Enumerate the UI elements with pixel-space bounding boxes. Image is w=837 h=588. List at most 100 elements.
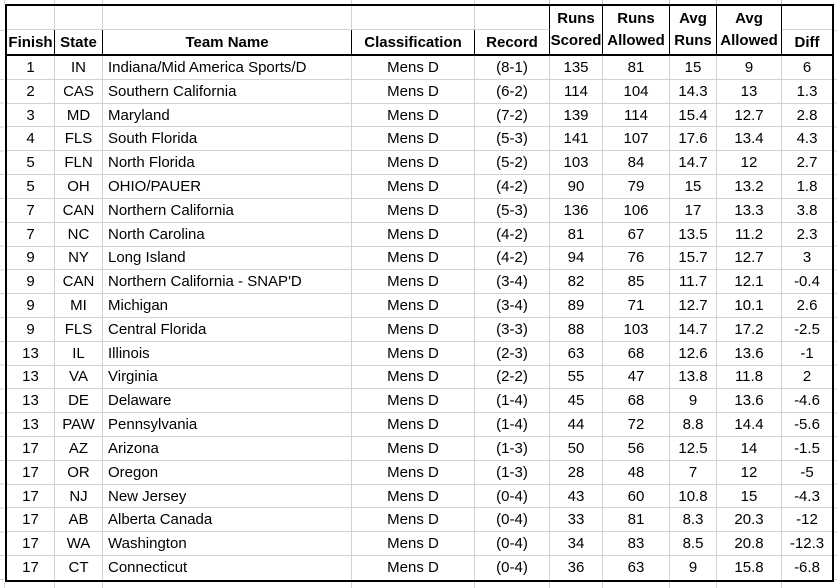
header-finish-top-blank[interactable] [7,6,55,30]
cell-avg-runs[interactable]: 12.5 [670,437,717,461]
cell-runs-allowed[interactable]: 81 [603,56,670,80]
cell-state[interactable]: DE [55,389,103,414]
header-runs-allowed[interactable]: Runs Allowed [603,6,670,54]
cell-runs-scored[interactable]: 55 [550,365,603,390]
cell-classification[interactable]: Mens D [352,556,475,580]
cell-state[interactable]: MD [55,103,103,128]
cell-runs-scored[interactable]: 81 [550,222,603,247]
header-classification-top-blank[interactable] [352,6,475,30]
cell-team-name[interactable]: Northern California - SNAP'D [103,270,352,295]
cell-diff[interactable]: -12 [782,508,832,533]
cell-state[interactable]: VA [55,365,103,390]
header-avg-allowed[interactable]: Avg Allowed [717,6,782,54]
cell-avg-allowed[interactable]: 12.7 [717,103,782,128]
cell-record[interactable]: (0-4) [475,532,550,557]
cell-team-name[interactable]: Alberta Canada [103,508,352,533]
cell-diff[interactable]: 2.6 [782,294,832,318]
cell-runs-scored[interactable]: 141 [550,127,603,152]
cell-classification[interactable]: Mens D [352,198,475,223]
cell-runs-scored[interactable]: 33 [550,508,603,533]
cell-avg-allowed[interactable]: 12 [717,460,782,485]
cell-runs-allowed[interactable]: 85 [603,270,670,295]
cell-runs-allowed[interactable]: 68 [603,389,670,414]
cell-runs-allowed[interactable]: 79 [603,175,670,199]
cell-classification[interactable]: Mens D [352,151,475,176]
cell-runs-allowed[interactable]: 47 [603,365,670,390]
cell-state[interactable]: CAN [55,270,103,295]
cell-team-name[interactable]: South Florida [103,127,352,152]
cell-avg-allowed[interactable]: 9 [717,56,782,80]
cell-classification[interactable]: Mens D [352,508,475,533]
cell-diff[interactable]: 2 [782,366,832,390]
cell-record[interactable]: (3-3) [475,317,550,342]
cell-diff[interactable]: 1.3 [782,80,832,104]
cell-runs-scored[interactable]: 136 [550,198,603,223]
cell-diff[interactable]: 6 [782,56,832,80]
cell-finish[interactable]: 2 [7,79,55,104]
cell-state[interactable]: CAS [55,79,103,104]
cell-avg-allowed[interactable]: 13.6 [717,389,782,414]
cell-record[interactable]: (5-2) [475,151,550,176]
cell-runs-scored[interactable]: 34 [550,532,603,557]
cell-classification[interactable]: Mens D [352,222,475,247]
cell-team-name[interactable]: Connecticut [103,556,352,580]
cell-state[interactable]: WA [55,532,103,557]
cell-diff[interactable]: 1.8 [782,175,832,199]
cell-avg-allowed[interactable]: 13 [717,79,782,104]
cell-state[interactable]: PAW [55,413,103,437]
cell-finish[interactable]: 5 [7,151,55,176]
cell-state[interactable]: CAN [55,198,103,223]
cell-record[interactable]: (7-2) [475,103,550,128]
cell-avg-runs[interactable]: 8.5 [670,532,717,557]
cell-avg-allowed[interactable]: 14.4 [717,413,782,437]
cell-runs-scored[interactable]: 139 [550,103,603,128]
cell-diff[interactable]: -5 [782,461,832,485]
cell-team-name[interactable]: OHIO/PAUER [103,175,352,199]
cell-record[interactable]: (3-4) [475,270,550,295]
cell-finish[interactable]: 13 [7,341,55,366]
cell-team-name[interactable]: Michigan [103,294,352,318]
header-avg-runs[interactable]: Avg Runs [670,6,717,54]
cell-runs-allowed[interactable]: 67 [603,222,670,247]
cell-team-name[interactable]: Central Florida [103,317,352,342]
cell-state[interactable]: MI [55,294,103,318]
header-finish[interactable]: Finish [7,30,55,54]
cell-runs-scored[interactable]: 45 [550,389,603,414]
cell-runs-allowed[interactable]: 60 [603,484,670,509]
cell-avg-runs[interactable]: 14.7 [670,317,717,342]
cell-avg-allowed[interactable]: 13.2 [717,175,782,199]
cell-avg-runs[interactable]: 13.8 [670,365,717,390]
cell-finish[interactable]: 4 [7,127,55,152]
cell-finish[interactable]: 17 [7,437,55,461]
cell-finish[interactable]: 17 [7,508,55,533]
cell-state[interactable]: NC [55,222,103,247]
header-classification[interactable]: Classification [352,30,475,54]
cell-classification[interactable]: Mens D [352,413,475,437]
cell-record[interactable]: (4-2) [475,246,550,271]
cell-finish[interactable]: 9 [7,317,55,342]
cell-runs-allowed[interactable]: 63 [603,556,670,580]
header-team-name[interactable]: Team Name [103,30,352,54]
cell-runs-scored[interactable]: 88 [550,317,603,342]
cell-avg-runs[interactable]: 8.3 [670,508,717,533]
cell-avg-runs[interactable]: 13.5 [670,222,717,247]
cell-avg-allowed[interactable]: 13.4 [717,127,782,152]
cell-finish[interactable]: 7 [7,222,55,247]
header-record-top-blank[interactable] [475,6,550,30]
cell-diff[interactable]: 4.3 [782,127,832,152]
cell-classification[interactable]: Mens D [352,437,475,461]
cell-state[interactable]: CT [55,556,103,580]
cell-record[interactable]: (0-4) [475,484,550,509]
cell-state[interactable]: IL [55,341,103,366]
cell-avg-allowed[interactable]: 17.2 [717,317,782,342]
cell-team-name[interactable]: North Carolina [103,222,352,247]
cell-avg-runs[interactable]: 14.3 [670,79,717,104]
cell-avg-allowed[interactable]: 15 [717,484,782,509]
cell-state[interactable]: OH [55,175,103,199]
cell-team-name[interactable]: Virginia [103,365,352,390]
cell-record[interactable]: (1-4) [475,389,550,414]
cell-state[interactable]: FLS [55,127,103,152]
cell-runs-scored[interactable]: 63 [550,341,603,366]
cell-record[interactable]: (6-2) [475,79,550,104]
cell-state[interactable]: NY [55,246,103,271]
